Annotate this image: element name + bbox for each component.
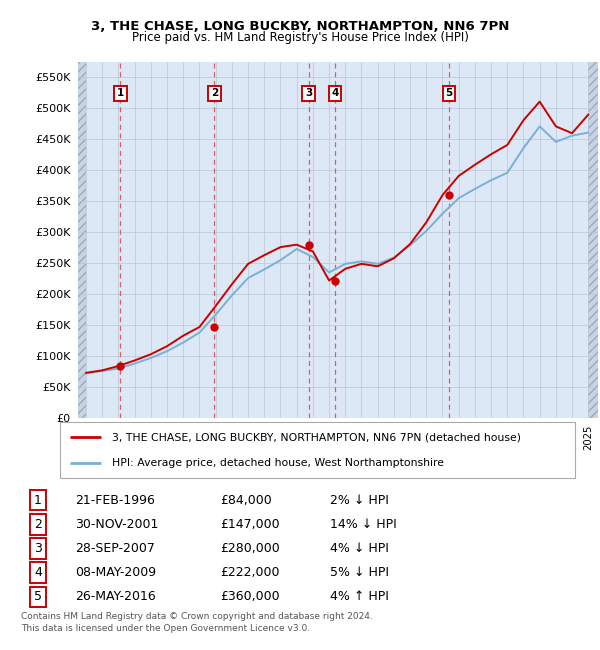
Text: 28-SEP-2007: 28-SEP-2007 <box>75 542 155 555</box>
Bar <box>78 62 86 418</box>
Text: 1: 1 <box>117 88 124 98</box>
Text: HPI: Average price, detached house, West Northamptonshire: HPI: Average price, detached house, West… <box>112 458 443 468</box>
Text: 5: 5 <box>34 590 42 603</box>
Text: £84,000: £84,000 <box>220 493 272 506</box>
Text: 4: 4 <box>34 566 42 579</box>
Text: 4: 4 <box>331 88 338 98</box>
Text: Price paid vs. HM Land Registry's House Price Index (HPI): Price paid vs. HM Land Registry's House … <box>131 31 469 44</box>
Text: Contains HM Land Registry data © Crown copyright and database right 2024.: Contains HM Land Registry data © Crown c… <box>21 612 373 621</box>
Text: 4% ↓ HPI: 4% ↓ HPI <box>330 542 389 555</box>
Text: £147,000: £147,000 <box>220 518 280 531</box>
Text: £222,000: £222,000 <box>220 566 280 579</box>
Text: 21-FEB-1996: 21-FEB-1996 <box>75 493 155 506</box>
Text: £280,000: £280,000 <box>220 542 280 555</box>
Text: 08-MAY-2009: 08-MAY-2009 <box>75 566 156 579</box>
Text: 14% ↓ HPI: 14% ↓ HPI <box>330 518 397 531</box>
Text: 3: 3 <box>305 88 313 98</box>
Text: 26-MAY-2016: 26-MAY-2016 <box>75 590 156 603</box>
Bar <box>588 62 598 418</box>
Text: 5% ↓ HPI: 5% ↓ HPI <box>330 566 389 579</box>
Text: £360,000: £360,000 <box>220 590 280 603</box>
Bar <box>78 62 86 418</box>
Text: 30-NOV-2001: 30-NOV-2001 <box>75 518 158 531</box>
Text: 1: 1 <box>34 493 42 506</box>
Text: 3, THE CHASE, LONG BUCKBY, NORTHAMPTON, NN6 7PN (detached house): 3, THE CHASE, LONG BUCKBY, NORTHAMPTON, … <box>112 432 521 442</box>
Text: 2% ↓ HPI: 2% ↓ HPI <box>330 493 389 506</box>
Bar <box>588 62 598 418</box>
FancyBboxPatch shape <box>60 422 575 478</box>
Text: This data is licensed under the Open Government Licence v3.0.: This data is licensed under the Open Gov… <box>21 624 310 633</box>
Text: 5: 5 <box>445 88 452 98</box>
Text: 4% ↑ HPI: 4% ↑ HPI <box>330 590 389 603</box>
Text: 2: 2 <box>34 518 42 531</box>
Text: 2: 2 <box>211 88 218 98</box>
Text: 3: 3 <box>34 542 42 555</box>
Text: 3, THE CHASE, LONG BUCKBY, NORTHAMPTON, NN6 7PN: 3, THE CHASE, LONG BUCKBY, NORTHAMPTON, … <box>91 20 509 32</box>
